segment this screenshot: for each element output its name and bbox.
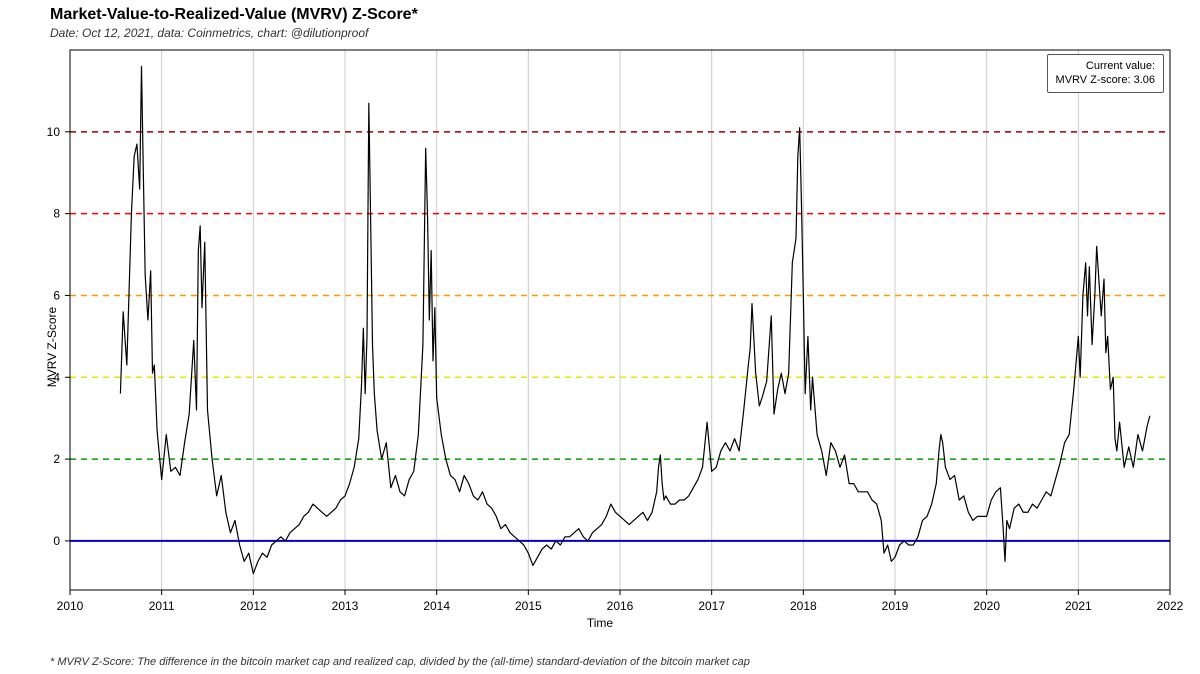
svg-text:2021: 2021 bbox=[1065, 599, 1092, 613]
chart-svg: 2010201120122013201420152016201720182019… bbox=[0, 42, 1200, 652]
x-axis-label: Time bbox=[587, 616, 613, 630]
y-axis-label: MVRV Z-Score bbox=[45, 307, 59, 387]
svg-text:2016: 2016 bbox=[607, 599, 634, 613]
svg-text:2013: 2013 bbox=[332, 599, 359, 613]
plot-wrap: MVRV Z-Score 201020112012201320142015201… bbox=[0, 42, 1200, 652]
chart-footnote: * MVRV Z-Score: The difference in the bi… bbox=[50, 656, 750, 668]
svg-text:10: 10 bbox=[47, 125, 61, 139]
svg-text:2018: 2018 bbox=[790, 599, 817, 613]
chart-title: Market-Value-to-Realized-Value (MVRV) Z-… bbox=[50, 6, 418, 24]
svg-text:0: 0 bbox=[53, 534, 60, 548]
svg-text:2012: 2012 bbox=[240, 599, 267, 613]
svg-text:2011: 2011 bbox=[149, 599, 175, 613]
chart-subtitle: Date: Oct 12, 2021, data: Coinmetrics, c… bbox=[50, 26, 368, 40]
svg-text:2019: 2019 bbox=[882, 599, 909, 613]
svg-text:2010: 2010 bbox=[57, 599, 84, 613]
chart-page: Market-Value-to-Realized-Value (MVRV) Z-… bbox=[0, 0, 1200, 674]
svg-text:6: 6 bbox=[53, 288, 60, 302]
svg-text:2020: 2020 bbox=[973, 599, 1000, 613]
legend-box: Current value:MVRV Z-score: 3.06 bbox=[1047, 54, 1164, 93]
svg-text:2015: 2015 bbox=[515, 599, 542, 613]
svg-text:2014: 2014 bbox=[423, 599, 450, 613]
svg-text:2022: 2022 bbox=[1157, 599, 1184, 613]
svg-text:2017: 2017 bbox=[698, 599, 725, 613]
svg-text:8: 8 bbox=[53, 207, 60, 221]
svg-text:2: 2 bbox=[53, 452, 60, 466]
